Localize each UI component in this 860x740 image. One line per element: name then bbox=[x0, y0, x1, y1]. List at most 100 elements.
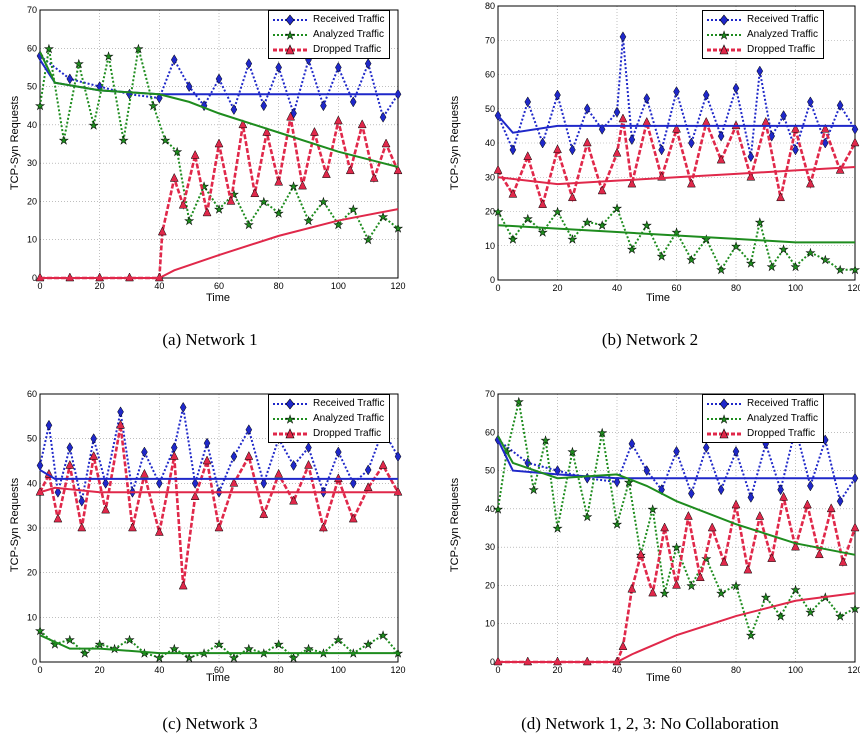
point-dropped bbox=[226, 195, 236, 205]
point-analyzed: ★ bbox=[363, 639, 373, 651]
point-received bbox=[643, 92, 651, 104]
point-dropped bbox=[321, 169, 331, 178]
point-analyzed: ★ bbox=[746, 630, 756, 642]
y-tick-label: 10 bbox=[485, 241, 495, 251]
point-analyzed: ★ bbox=[805, 607, 815, 619]
point-received bbox=[673, 86, 680, 98]
y-axis-label: TCP-Syn Requests bbox=[9, 477, 21, 573]
series-line-analyzed bbox=[497, 206, 855, 272]
legend-entry-received: Received Traffic bbox=[705, 396, 819, 411]
point-dropped bbox=[116, 419, 125, 429]
x-tick-label: 120 bbox=[847, 283, 860, 293]
point-received bbox=[747, 491, 755, 503]
legend-swatch-analyzed: ★ bbox=[707, 29, 741, 42]
chart-panel-network-2: 02040608010012001020304050607080★★★★★★★★… bbox=[440, 0, 860, 320]
x-tick-label: 0 bbox=[37, 665, 42, 675]
point-dropped bbox=[686, 178, 696, 188]
y-tick-label: 10 bbox=[27, 235, 37, 245]
point-received bbox=[732, 82, 740, 94]
point-analyzed: ★ bbox=[65, 635, 75, 647]
legend-label-received: Received Traffic bbox=[313, 398, 385, 409]
x-tick-label: 60 bbox=[671, 283, 681, 293]
y-tick-label: 40 bbox=[27, 478, 37, 488]
point-analyzed: ★ bbox=[274, 208, 284, 220]
point-received bbox=[539, 137, 546, 149]
point-analyzed: ★ bbox=[672, 542, 682, 554]
x-axis-label: Time bbox=[205, 292, 231, 304]
point-dropped bbox=[627, 583, 637, 593]
y-tick-label: 0 bbox=[490, 275, 495, 285]
y-tick-label: 40 bbox=[485, 504, 495, 514]
point-received bbox=[702, 442, 710, 454]
point-dropped bbox=[538, 199, 548, 208]
point-analyzed: ★ bbox=[59, 135, 69, 147]
point-received bbox=[643, 465, 651, 477]
y-tick-label: 60 bbox=[27, 43, 37, 53]
point-dropped bbox=[345, 165, 355, 175]
point-dropped bbox=[767, 553, 777, 562]
point-received bbox=[320, 100, 327, 112]
point-analyzed: ★ bbox=[791, 584, 801, 596]
point-analyzed: ★ bbox=[74, 59, 84, 71]
point-analyzed: ★ bbox=[274, 639, 284, 651]
legend: Received Traffic ★ Analyzed Traffic Dropp… bbox=[268, 10, 390, 59]
point-analyzed: ★ bbox=[523, 213, 533, 225]
legend-label-analyzed: Analyzed Traffic bbox=[313, 29, 384, 40]
point-dropped bbox=[369, 172, 379, 182]
point-dropped bbox=[214, 138, 224, 148]
point-analyzed: ★ bbox=[553, 523, 563, 535]
point-analyzed: ★ bbox=[378, 212, 388, 224]
point-dropped bbox=[838, 556, 848, 566]
point-dropped bbox=[672, 123, 681, 133]
point-received bbox=[780, 110, 787, 122]
point-analyzed: ★ bbox=[199, 181, 209, 193]
point-analyzed: ★ bbox=[363, 235, 373, 247]
point-analyzed: ★ bbox=[672, 227, 682, 239]
chart-svg: 02040608010012001020304050607080★★★★★★★★… bbox=[485, 1, 860, 293]
point-received bbox=[747, 151, 755, 163]
y-tick-label: 50 bbox=[485, 104, 495, 114]
point-analyzed: ★ bbox=[214, 204, 224, 216]
point-dropped bbox=[805, 178, 815, 188]
point-received bbox=[245, 58, 253, 70]
point-analyzed: ★ bbox=[597, 427, 607, 439]
point-analyzed: ★ bbox=[612, 519, 622, 531]
y-tick-label: 70 bbox=[485, 389, 495, 399]
svg-text:★: ★ bbox=[285, 30, 295, 42]
legend-entry-dropped: Dropped Traffic bbox=[271, 42, 385, 57]
chart-panel-network-1: 0 20 40 60 80 100 120 0 10 20 30 40 50 60 70 ★ ★ ★ ★ ★ ★ ★ ★ ★ ★… bbox=[0, 0, 420, 320]
point-received bbox=[554, 89, 561, 101]
legend-label-dropped: Dropped Traffic bbox=[747, 428, 816, 439]
point-dropped bbox=[683, 510, 693, 520]
point-analyzed: ★ bbox=[701, 234, 711, 246]
point-received bbox=[349, 96, 357, 108]
point-dropped bbox=[190, 491, 200, 500]
point-dropped bbox=[618, 113, 628, 123]
legend: Received Traffic ★ Analyzed Traffic Dropp… bbox=[702, 394, 824, 443]
point-received bbox=[260, 100, 268, 112]
x-tick-label: 120 bbox=[390, 281, 405, 291]
point-analyzed: ★ bbox=[172, 147, 182, 159]
series-line-received bbox=[39, 407, 399, 502]
point-received bbox=[613, 106, 621, 118]
legend-entry-received: Received Traffic bbox=[271, 12, 385, 27]
point-analyzed: ★ bbox=[154, 653, 164, 665]
point-received bbox=[688, 137, 695, 149]
point-dropped bbox=[802, 499, 812, 509]
legend-entry-analyzed: ★ Analyzed Traffic bbox=[271, 27, 385, 42]
point-received bbox=[792, 144, 799, 156]
point-analyzed: ★ bbox=[716, 265, 726, 277]
point-analyzed: ★ bbox=[44, 43, 54, 55]
trend-line-received bbox=[497, 439, 855, 480]
point-dropped bbox=[776, 192, 786, 202]
point-dropped bbox=[363, 482, 373, 492]
point-dropped bbox=[128, 522, 137, 532]
point-analyzed: ★ bbox=[184, 653, 194, 665]
point-received bbox=[335, 61, 342, 73]
y-tick-label: 0 bbox=[32, 273, 37, 283]
series-line-received bbox=[39, 55, 399, 120]
point-dropped bbox=[348, 513, 358, 523]
point-received bbox=[524, 96, 532, 108]
point-received bbox=[702, 89, 710, 101]
trend-line-analyzed bbox=[39, 51, 399, 168]
